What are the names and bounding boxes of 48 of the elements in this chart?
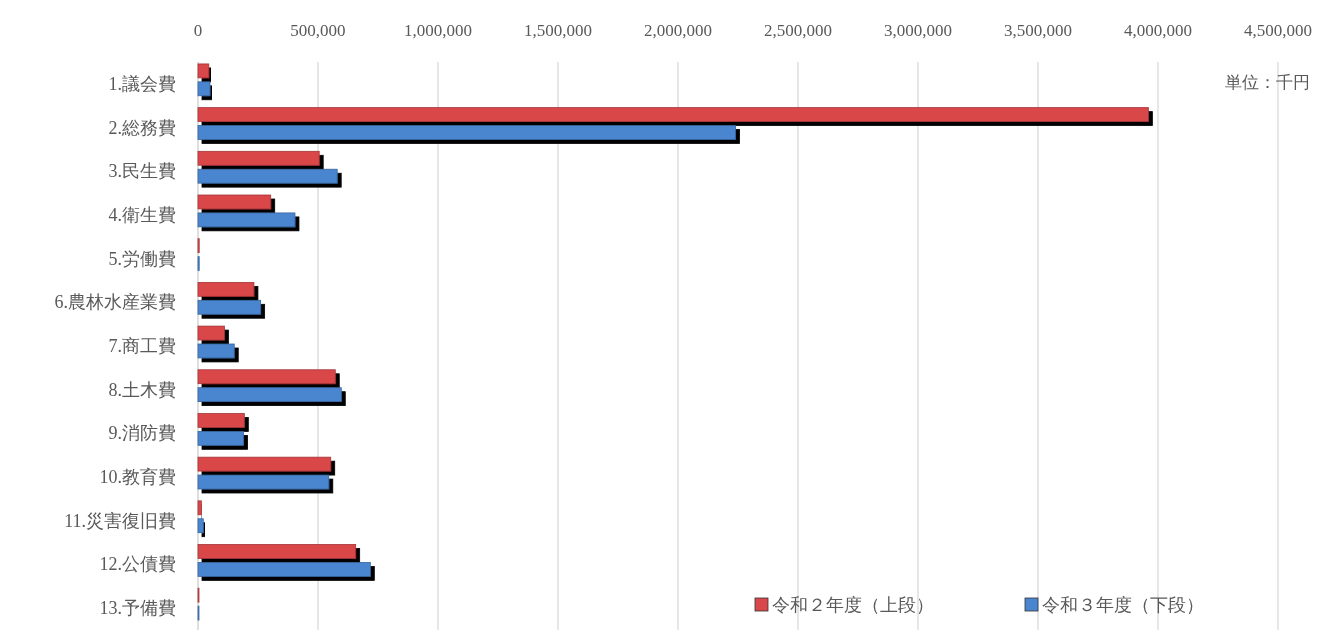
bar (197, 474, 330, 490)
bar (197, 544, 357, 559)
bar (197, 299, 262, 315)
bar (197, 518, 204, 534)
y-tick-label: 10.教育費 (99, 467, 176, 488)
bar (197, 369, 336, 385)
y-tick-label: 11.災害復旧費 (64, 510, 176, 531)
y-tick-label: 3.民生費 (108, 161, 176, 182)
y-tick-label: 2.総務費 (108, 117, 176, 138)
bar (197, 387, 342, 403)
y-tick-label: 13.予備費 (99, 598, 176, 619)
y-tick-label: 9.消防費 (108, 423, 176, 444)
bar (197, 194, 272, 210)
bar (197, 125, 736, 140)
x-tick-label: 3,500,000 (1003, 21, 1072, 40)
x-tick-label: 4,500,000 (1243, 21, 1312, 40)
x-tick-label: 3,000,000 (883, 21, 952, 40)
bar (197, 63, 210, 79)
y-tick-label: 1.議会費 (108, 73, 176, 94)
annotation: 単位：千円 (1225, 73, 1310, 92)
bar (197, 81, 211, 97)
bar (197, 150, 320, 166)
y-tick-label: 4.衛生費 (108, 204, 176, 225)
y-tick-label: 5.労働費 (108, 248, 176, 269)
legend-label: 令和３年度（下段） (1042, 595, 1204, 615)
x-tick-label: 1,500,000 (523, 21, 592, 40)
bar (197, 562, 371, 577)
bar (197, 456, 332, 472)
y-tick-label: 6.農林水産業費 (54, 292, 176, 313)
bar (197, 500, 202, 516)
bar (197, 430, 244, 446)
bar (197, 107, 1149, 122)
bar (197, 281, 255, 297)
x-tick-label: 4,000,000 (1123, 21, 1192, 40)
bar (197, 413, 245, 428)
y-tick-label: 7.商工費 (108, 336, 176, 356)
bar (197, 343, 235, 359)
x-tick-label: 2,500,000 (763, 21, 832, 40)
legend-label: 令和２年度（上段） (772, 595, 934, 615)
x-tick-label: 1,000,000 (403, 21, 472, 40)
x-tick-label: 2,000,000 (643, 21, 712, 40)
x-tick-label: 500,000 (290, 21, 346, 40)
bar (197, 325, 225, 341)
bar (197, 212, 296, 228)
bar (197, 168, 338, 184)
y-tick-label: 12.公債費 (99, 554, 176, 575)
y-tick-label: 8.土木費 (108, 379, 176, 400)
x-tick-label: 0 (193, 21, 203, 40)
